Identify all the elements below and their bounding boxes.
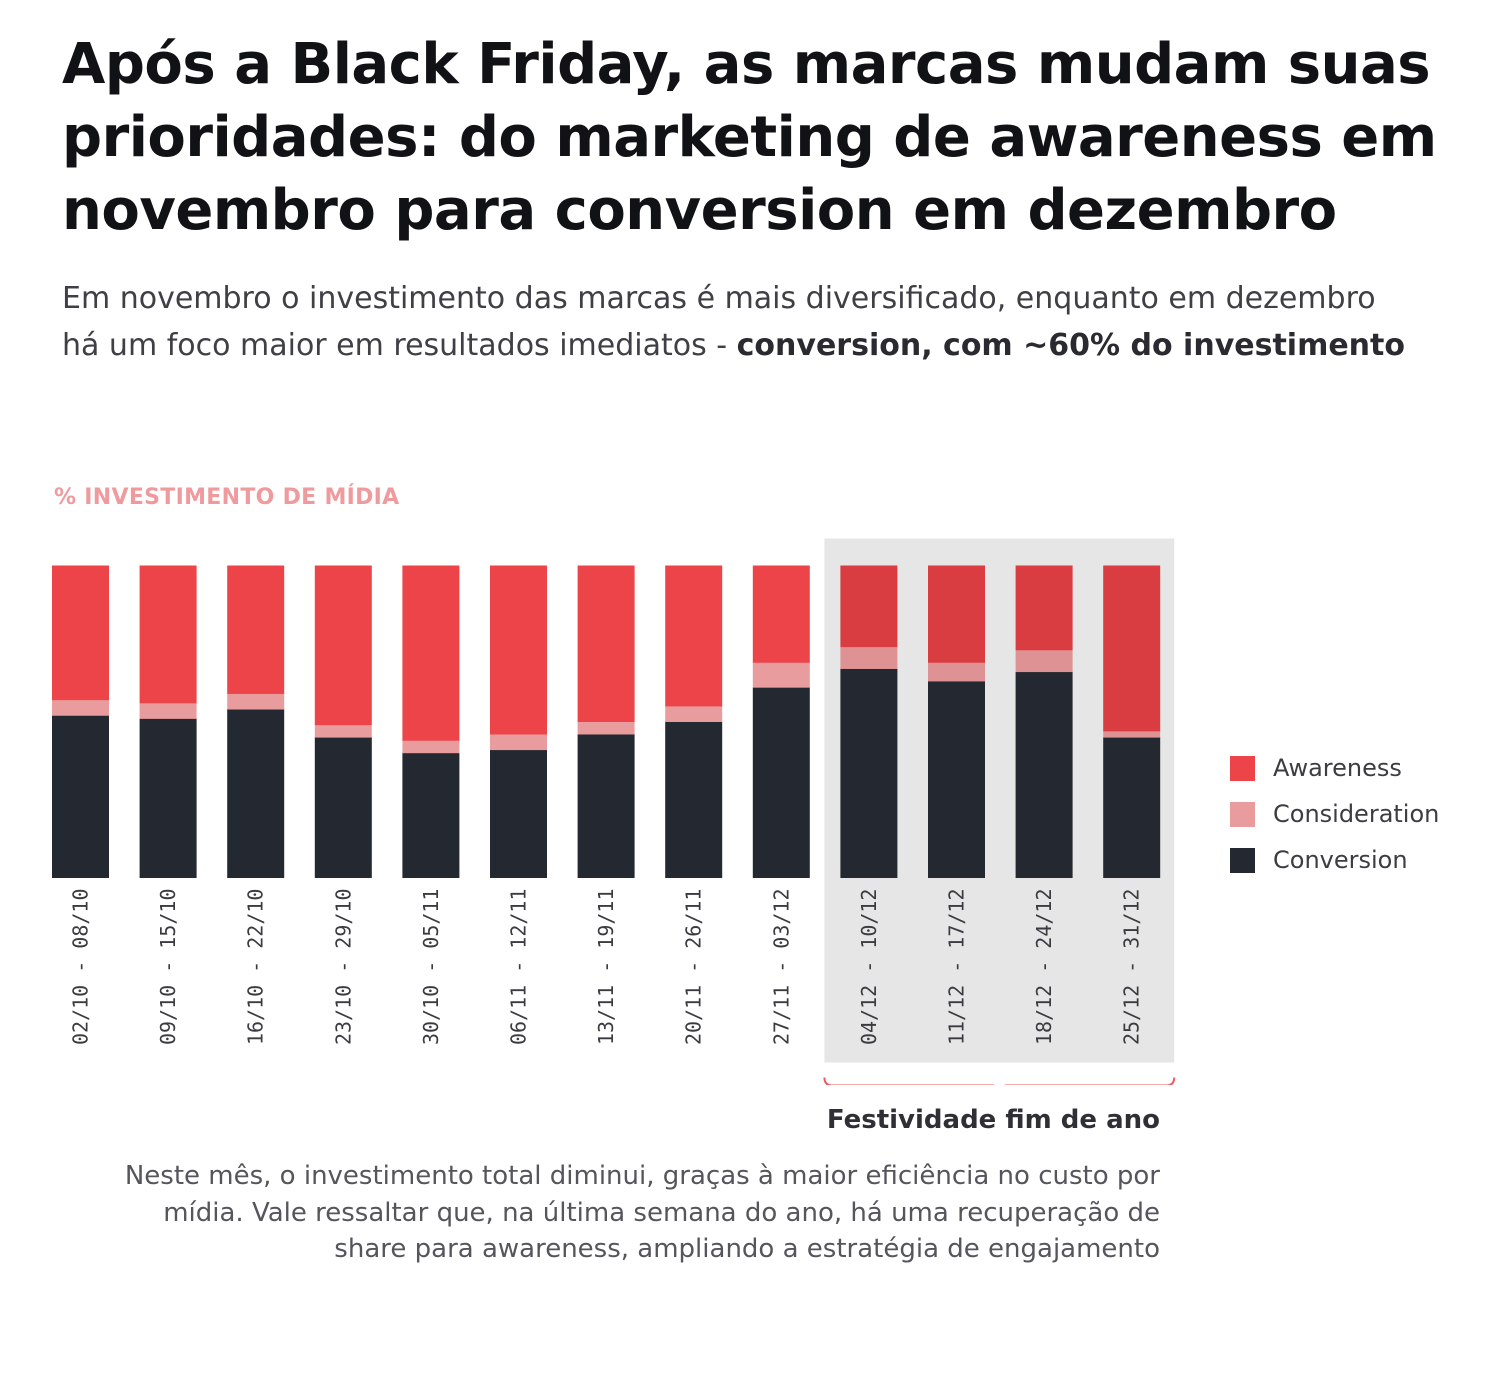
legend-swatch-consideration: [1230, 801, 1255, 827]
x-tick-label-25-12-31-12: 25/12 - 31/12: [1120, 889, 1144, 1046]
legend-label-conversion: Conversion: [1273, 846, 1408, 874]
x-tick-label-30-10-05-11: 30/10 - 05/11: [419, 889, 443, 1046]
bar-conversion-30-10-05-11: [402, 752, 460, 878]
x-tick-label-09-10-15-10: 09/10 - 15/10: [156, 889, 180, 1046]
subtitle-text: Em novembro o investimento das marcas é …: [62, 281, 1376, 363]
bar-conversion-11-12-17-12: [928, 680, 985, 878]
x-tick-label-18-12-24-12: 18/12 - 24/12: [1032, 889, 1056, 1046]
bar-conversion-16-10-22-10: [227, 709, 285, 878]
bar-awareness-30-10-05-11: [402, 565, 460, 741]
bar-consideration-25-12-31-12: [1103, 730, 1161, 738]
bar-consideration-27-11-03-12: [752, 662, 810, 688]
y-axis-title: % INVESTIMENTO DE MÍDIA: [54, 485, 400, 510]
bar-consideration-23-10-29-10: [314, 724, 372, 738]
bar-awareness-06-11-12-11: [490, 565, 547, 735]
subtitle-emphasis: conversion, com ~60% do investimento: [736, 327, 1405, 363]
bar-conversion-09-10-15-10: [139, 718, 197, 878]
highlight-title: Festividade fim de ano: [826, 1105, 1160, 1135]
bar-awareness-18-12-24-12: [1015, 565, 1073, 651]
bar-conversion-23-10-29-10: [314, 737, 372, 878]
bar-awareness-27-11-03-12: [752, 565, 810, 663]
bar-awareness-16-10-22-10: [227, 565, 285, 694]
bar-consideration-18-12-24-12: [1015, 649, 1073, 673]
stacked-bar-chart: 02/10 - 08/10 09/10 - 15/10 16/10 - 22/10 2…: [52, 538, 1176, 1085]
bar-conversion-27-11-03-12: [752, 687, 810, 878]
page-title: Após a Black Friday, as marcas mudam sua…: [62, 32, 1437, 243]
bar-conversion-20-11-26-11: [665, 721, 723, 878]
bar-conversion-06-11-12-11: [490, 749, 547, 878]
chart-legend: Awareness Consideration Conversion: [1230, 745, 1439, 883]
x-tick-label-23-10-29-10: 23/10 - 29/10: [331, 889, 355, 1046]
x-tick-label-11-12-17-12: 11/12 - 17/12: [945, 889, 969, 1046]
bar-consideration-06-11-12-11: [490, 733, 547, 751]
x-tick-label-20-11-26-11: 20/11 - 26/11: [682, 889, 706, 1046]
bar-series-group: [52, 565, 1161, 878]
bar-consideration-30-10-05-11: [402, 740, 460, 754]
legend-item-awareness[interactable]: Awareness: [1230, 745, 1439, 791]
x-tick-labels: 02/10 - 08/10 09/10 - 15/10 16/10 - 22/10 2…: [69, 889, 1144, 1046]
highlight-note: Neste mês, o investimento total diminui,…: [124, 1161, 1160, 1264]
page-subtitle: Em novembro o investimento das marcas é …: [62, 276, 1422, 369]
x-tick-label-04-12-10-12: 04/12 - 10/12: [857, 889, 881, 1046]
legend-swatch-awareness: [1230, 755, 1255, 781]
bar-consideration-02-10-08-10: [52, 699, 109, 716]
bar-awareness-25-12-31-12: [1103, 565, 1161, 732]
bar-consideration-09-10-15-10: [139, 702, 197, 719]
bar-consideration-04-12-10-12: [840, 646, 898, 669]
x-tick-label-06-11-12-11: 06/11 - 12/11: [507, 889, 531, 1046]
legend-label-awareness: Awareness: [1273, 754, 1402, 782]
bar-conversion-18-12-24-12: [1015, 671, 1073, 878]
bar-conversion-25-12-31-12: [1103, 737, 1161, 878]
bar-awareness-04-12-10-12: [840, 565, 898, 648]
bar-consideration-11-12-17-12: [928, 662, 985, 682]
x-tick-label-13-11-19-11: 13/11 - 19/11: [594, 889, 618, 1046]
legend-label-consideration: Consideration: [1273, 800, 1440, 828]
bar-awareness-13-11-19-11: [577, 565, 635, 722]
legend-item-conversion[interactable]: Conversion: [1230, 837, 1439, 883]
bar-awareness-20-11-26-11: [665, 565, 723, 707]
bar-conversion-02-10-08-10: [52, 715, 109, 878]
bar-awareness-11-12-17-12: [928, 565, 985, 663]
legend-swatch-conversion: [1230, 847, 1255, 873]
bar-awareness-09-10-15-10: [139, 565, 197, 704]
bar-awareness-23-10-29-10: [314, 565, 372, 726]
x-tick-label-16-10-22-10: 16/10 - 22/10: [244, 889, 268, 1046]
bar-consideration-16-10-22-10: [227, 693, 285, 710]
bar-consideration-13-11-19-11: [577, 721, 635, 735]
x-tick-label-27-11-03-12: 27/11 - 03/12: [769, 889, 793, 1046]
bar-consideration-20-11-26-11: [665, 705, 723, 722]
x-tick-label-02-10-08-10: 02/10 - 08/10: [69, 889, 93, 1046]
highlight-bracket: [823, 1077, 1176, 1085]
bar-conversion-04-12-10-12: [840, 668, 898, 878]
legend-item-consideration[interactable]: Consideration: [1230, 791, 1439, 837]
bar-awareness-02-10-08-10: [52, 565, 109, 701]
bar-conversion-13-11-19-11: [577, 733, 635, 878]
